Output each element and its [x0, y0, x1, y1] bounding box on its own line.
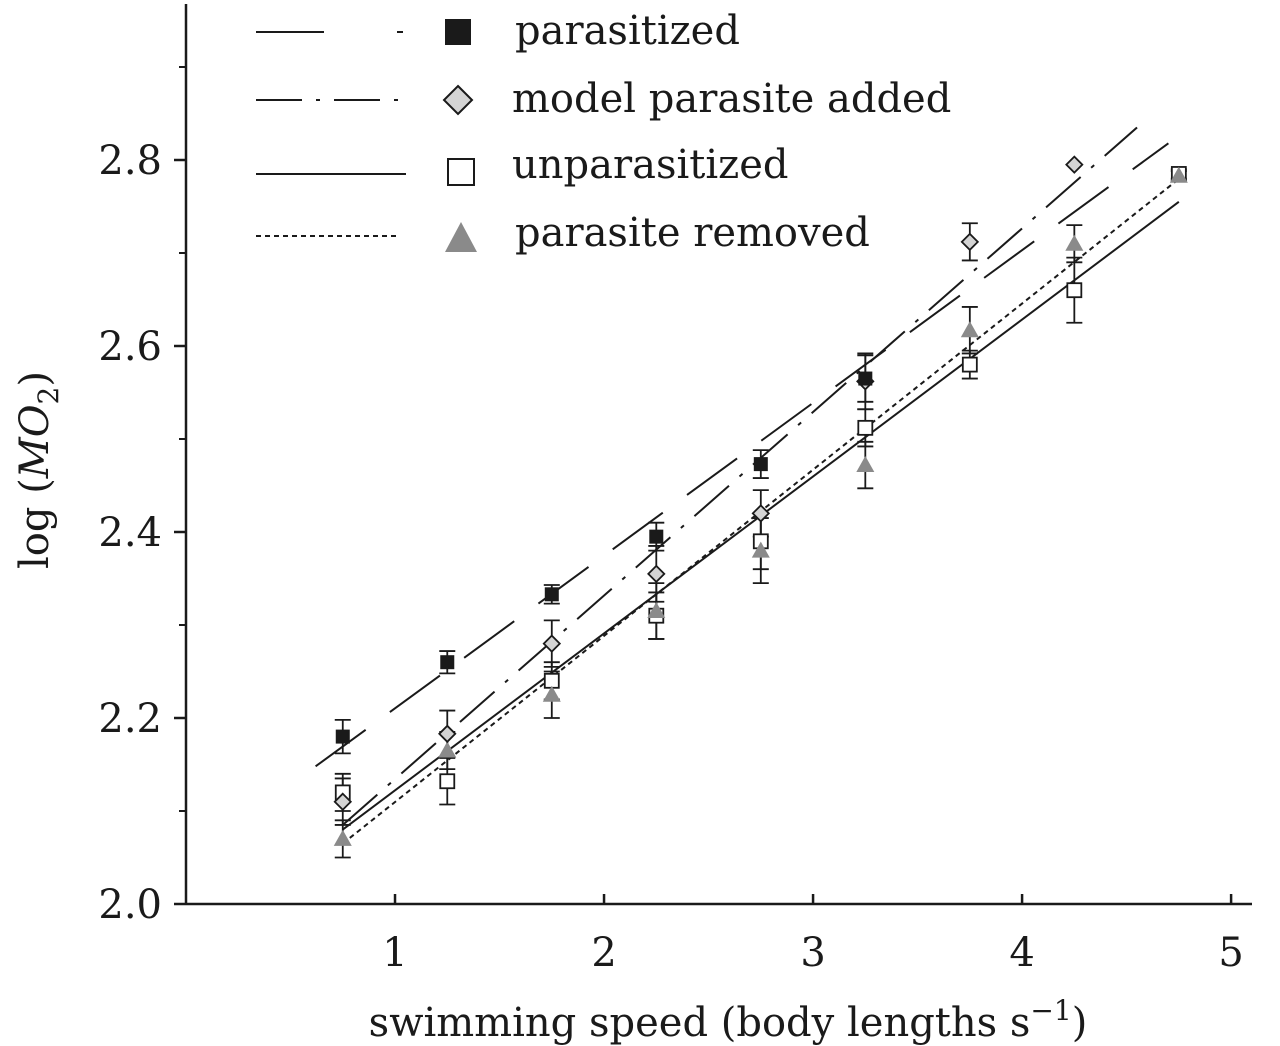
legend-marker-parasite-removed: [445, 222, 477, 252]
x-axis-title: swimming speed (body lengths s−1): [369, 994, 1088, 1046]
legend-marker-unparasitized: [447, 158, 475, 186]
data-point-removed: [751, 541, 770, 558]
data-point-model: [438, 724, 457, 744]
data-point-parasitized: [649, 529, 664, 544]
data-point-removed: [333, 829, 352, 846]
legend-entry-unparasitized: unparasitized: [256, 142, 788, 188]
x-axis-title-superscript: −1: [1030, 994, 1071, 1027]
x-tick-label-2: 2: [591, 930, 616, 976]
data-point-removed: [647, 602, 666, 619]
data-point-model: [960, 232, 980, 252]
y-tick-label-2.2: 2.2: [98, 696, 162, 742]
legend-label-parasite-removed: parasite removed: [515, 210, 870, 256]
data-point-model: [333, 792, 353, 811]
data-point-unparasitized: [439, 773, 456, 790]
data-point-model: [647, 564, 666, 584]
data-point-parasitized: [753, 457, 768, 472]
x-tick-label-1: 1: [382, 930, 407, 976]
legend-marker-model-parasite-added: [442, 84, 474, 116]
legend-entry-model-parasite-added: model parasite added: [256, 76, 951, 122]
y-axis-title-suffix: ): [12, 371, 58, 387]
data-point-removed: [542, 685, 561, 702]
data-point-parasitized: [440, 655, 455, 670]
y-axis-title: log (MO2): [12, 371, 65, 569]
data-point-unparasitized: [857, 419, 874, 436]
data-markers: [333, 155, 1188, 846]
y-ticks: 2.0 2.2 2.4 2.6 2.8: [98, 66, 186, 928]
legend-label-parasitized: parasitized: [515, 8, 740, 54]
x-axis-title-main: swimming speed (body lengths s: [369, 1000, 1031, 1046]
legend-marker-parasitized: [445, 19, 471, 45]
data-point-removed: [856, 456, 875, 473]
legend-entry-parasite-removed: parasite removed: [256, 210, 870, 256]
x-tick-label-5: 5: [1218, 930, 1243, 976]
x-axis-title-close: ): [1072, 1000, 1088, 1046]
data-point-unparasitized: [961, 356, 978, 373]
data-point-model: [1065, 155, 1084, 174]
data-point-model: [751, 504, 771, 523]
y-axis-title-subscript: 2: [32, 387, 65, 405]
x-tick-label-4: 4: [1009, 930, 1034, 976]
data-point-removed: [960, 321, 979, 338]
fit-line-model: [342, 126, 1138, 826]
data-point-parasitized: [335, 729, 350, 744]
y-tick-label-2.4: 2.4: [98, 510, 162, 556]
y-tick-label-2.6: 2.6: [98, 324, 162, 370]
fit-line-parasitized: [315, 142, 1169, 768]
legend-entry-parasitized: parasitized: [256, 8, 740, 54]
x-ticks: 1 2 3 4 5: [382, 894, 1244, 976]
x-tick-label-3: 3: [800, 930, 825, 976]
data-point-parasitized: [544, 587, 559, 602]
legend: parasitized model parasite added unparas…: [256, 8, 951, 256]
data-point-removed: [438, 741, 457, 758]
data-point-removed: [1065, 234, 1084, 251]
legend-label-model-parasite-added: model parasite added: [512, 76, 951, 122]
y-axis-title-italic: MO: [12, 404, 58, 479]
data-point-unparasitized: [1066, 282, 1083, 299]
data-point-model: [542, 634, 562, 653]
data-point-unparasitized: [543, 672, 560, 689]
axes: 1 2 3 4 5 2.0 2.2 2.4 2.6 2.8: [98, 4, 1252, 976]
legend-label-unparasitized: unparasitized: [512, 142, 788, 188]
data-point-parasitized: [858, 371, 873, 386]
y-tick-label-2.0: 2.0: [98, 882, 162, 928]
y-tick-label-2.8: 2.8: [98, 138, 162, 184]
data-point-removed: [1169, 166, 1188, 183]
y-axis-title-prefix: log (: [12, 478, 58, 569]
